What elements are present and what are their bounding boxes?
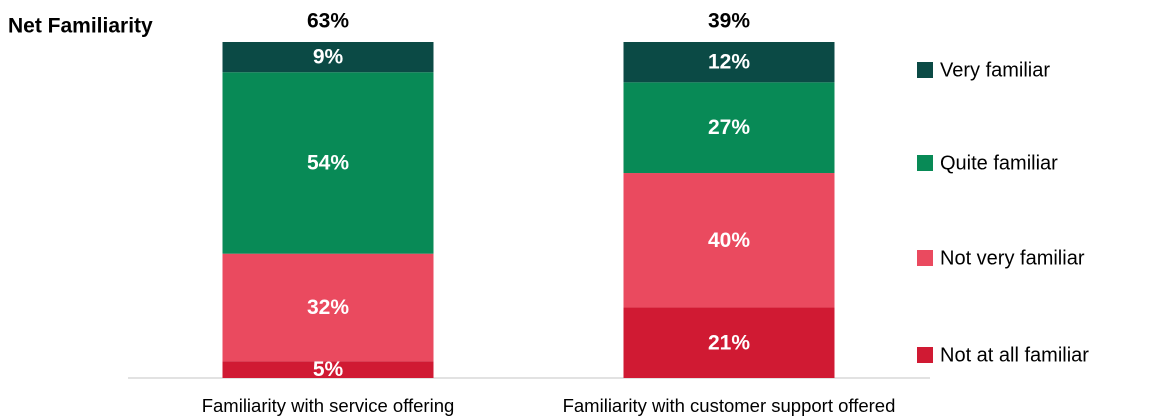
data-label: 21% xyxy=(708,331,750,354)
data-label: 12% xyxy=(708,51,750,74)
data-label: 54% xyxy=(307,152,349,175)
bar-segment xyxy=(222,361,434,378)
data-label: 32% xyxy=(307,296,349,319)
data-label: 40% xyxy=(708,229,750,252)
x-tick-label: Familiarity with service offering xyxy=(202,395,455,416)
x-tick-label: Familiarity with customer support offere… xyxy=(563,395,896,416)
net-label: 63% xyxy=(307,10,349,33)
legend-swatch xyxy=(917,250,933,266)
bar-segment xyxy=(222,42,434,73)
data-label: 5% xyxy=(313,358,344,381)
data-label: 9% xyxy=(313,46,344,69)
net-title: Net Familiarity xyxy=(8,15,153,38)
bar-segment xyxy=(222,253,434,362)
bar-segment xyxy=(623,42,835,83)
legend-label: Very familiar xyxy=(940,59,1050,81)
legend-label: Not at all familiar xyxy=(940,344,1089,366)
legend-swatch xyxy=(917,155,933,171)
bar-segment xyxy=(623,173,835,308)
legend-label: Not very familiar xyxy=(940,247,1085,269)
legend-label: Quite familiar xyxy=(940,152,1058,174)
bar-segment xyxy=(623,307,835,378)
data-label: 27% xyxy=(708,116,750,139)
bar-segment xyxy=(623,82,835,174)
bar-segment xyxy=(222,72,434,254)
legend-swatch xyxy=(917,62,933,78)
net-label: 39% xyxy=(708,10,750,33)
legend-swatch xyxy=(917,347,933,363)
